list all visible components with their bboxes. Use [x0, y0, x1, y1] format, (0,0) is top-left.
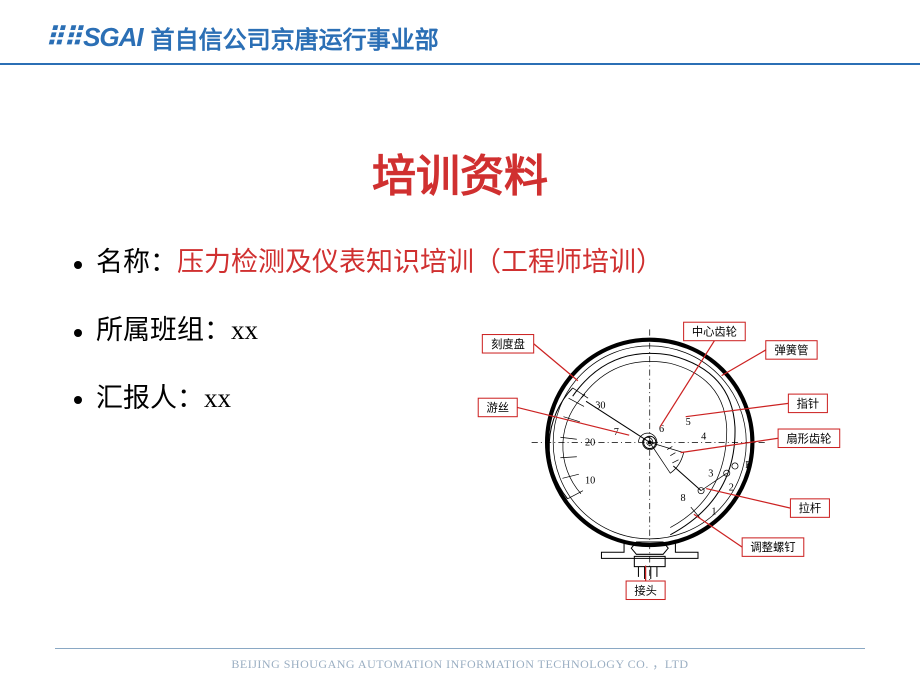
bullet-value: xx — [231, 315, 258, 345]
num-5: 5 — [686, 417, 691, 428]
scale-20: 20 — [585, 437, 595, 448]
scale-10: 10 — [585, 475, 595, 486]
logo-dots-icon: ⠿⠿ — [45, 31, 81, 44]
diagram-label: 拉杆 — [799, 501, 822, 515]
bullet-value: xx — [204, 383, 231, 413]
company-logo: ⠿⠿SGAI — [45, 22, 143, 53]
bullet-dot-icon — [74, 329, 82, 337]
num-3: 3 — [708, 468, 713, 479]
num-8: 8 — [681, 493, 686, 504]
num-4: 4 — [701, 431, 706, 442]
slide-header: ⠿⠿SGAI 首自信公司京唐运行事业部 — [0, 0, 920, 65]
diagram-label: 指针 — [797, 396, 820, 410]
bullet-label: 名称： — [96, 247, 177, 277]
diagram-label: 扇形齿轮 — [786, 431, 831, 445]
num-1: 1 — [711, 506, 716, 517]
diagram-label: 接头 — [634, 584, 657, 597]
diagram-label: 弹簧管 — [775, 343, 809, 357]
gauge-diagram: 10 20 30 7 6 5 4 3 2 1 8 — [470, 314, 850, 612]
diagram-label: 刻度盘 — [491, 337, 525, 351]
bullet-name: 名称：压力检测及仪表知识培训（工程师培训） — [70, 244, 860, 282]
bullet-dot-icon — [74, 261, 82, 269]
num-2: 2 — [729, 483, 734, 494]
diagram-label: 调整螺钉 — [750, 540, 795, 554]
slide-footer: BEIJING SHOUGANG AUTOMATION INFORMATION … — [55, 648, 865, 672]
bullet-dot-icon — [74, 396, 82, 404]
num-6: 6 — [659, 424, 664, 435]
org-name: 首自信公司京唐运行事业部 — [151, 20, 439, 55]
bullet-value-highlight: 压力检测及仪表知识培训（工程师培训） — [177, 247, 663, 277]
logo-text: SGAI — [83, 22, 143, 52]
diagram-label: 中心齿轮 — [692, 325, 737, 339]
b-label: B — [745, 460, 752, 471]
diagram-label: 游丝 — [486, 402, 509, 415]
gauge-svg: 10 20 30 7 6 5 4 3 2 1 8 — [470, 314, 850, 607]
scale-30: 30 — [595, 400, 605, 411]
bullet-label: 所属班组： — [96, 315, 231, 345]
page-title: 培训资料 — [0, 140, 920, 204]
bullet-label: 汇报人： — [96, 383, 204, 413]
